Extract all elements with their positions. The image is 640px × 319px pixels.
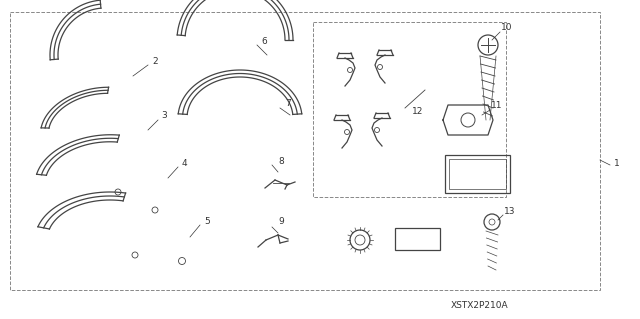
Text: 5: 5 [204, 217, 210, 226]
Text: XSTX2P210A: XSTX2P210A [451, 300, 509, 309]
Text: 3: 3 [161, 112, 167, 121]
Text: 7: 7 [285, 100, 291, 108]
Bar [395, 228, 440, 250]
Text: 6: 6 [261, 36, 267, 46]
Text: 1: 1 [614, 159, 620, 167]
Bar [449, 159, 506, 189]
Text: 11: 11 [492, 101, 503, 110]
Text: 9: 9 [278, 218, 284, 226]
Bar [313, 22, 506, 197]
Text: 4: 4 [181, 159, 187, 167]
Text: 10: 10 [501, 24, 513, 33]
Text: 12: 12 [412, 108, 424, 116]
Bar [10, 12, 600, 290]
Bar [445, 155, 510, 193]
Text: 2: 2 [152, 56, 158, 65]
Text: 8: 8 [278, 157, 284, 166]
Text: 13: 13 [504, 206, 516, 216]
